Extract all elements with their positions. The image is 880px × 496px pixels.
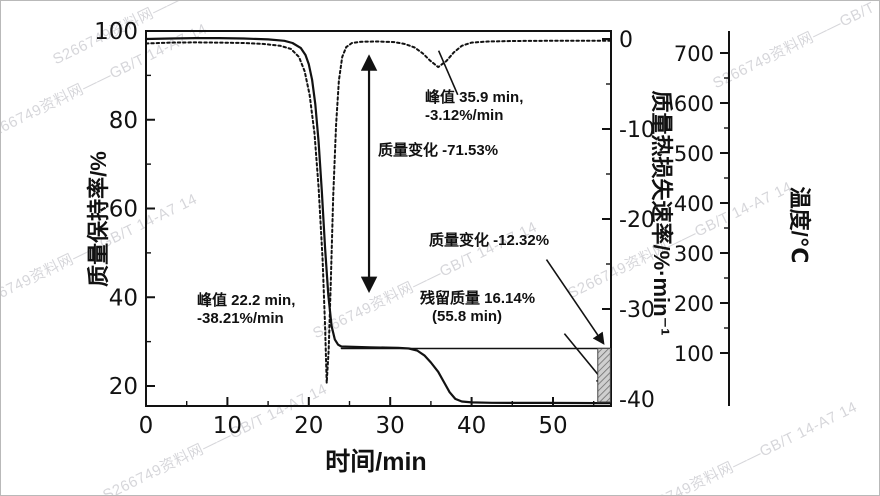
annotation-peak-35-9: 峰值 35.9 min, -3.12%/min (425, 89, 523, 125)
annotation-peak-22-2-line2: -38.21%/min (197, 310, 284, 327)
svg-text:700: 700 (674, 42, 714, 66)
svg-text:300: 300 (674, 242, 714, 266)
svg-text:400: 400 (674, 192, 714, 216)
svg-text:-20: -20 (619, 208, 655, 233)
annotation-residual-mass: 残留质量 16.14% (55.8 min) (420, 290, 535, 326)
svg-text:10: 10 (213, 413, 242, 439)
svg-text:200: 200 (674, 292, 714, 316)
svg-text:40: 40 (457, 413, 486, 439)
svg-text:30: 30 (376, 413, 405, 439)
svg-text:20: 20 (294, 413, 323, 439)
svg-text:40: 40 (109, 285, 138, 311)
x-axis-title: 时间/min (325, 448, 427, 476)
annotation-mass-change-71: 质量变化 -71.53% (378, 142, 499, 159)
left-axis-title: 质量保持率/% (86, 151, 111, 287)
svg-text:500: 500 (674, 142, 714, 166)
svg-text:50: 50 (538, 413, 567, 439)
svg-text:0: 0 (139, 413, 154, 439)
dtg-axis-title: 质量热损失速率/%·min⁻¹ (649, 90, 674, 336)
temperature-axis-title: 温度/℃ (787, 186, 812, 264)
svg-text:-10: -10 (619, 118, 655, 143)
annotation-residual-mass-line2: (55.8 min) (432, 308, 503, 325)
svg-text:-40: -40 (619, 388, 655, 413)
svg-text:100: 100 (94, 19, 138, 45)
annotation-peak-35-9-line1: 峰值 35.9 min, (425, 89, 524, 106)
svg-text:100: 100 (674, 342, 714, 366)
svg-text:600: 600 (674, 92, 714, 116)
annotation-mass-change-12: 质量变化 -12.32% (429, 232, 550, 249)
svg-text:80: 80 (109, 108, 138, 134)
svg-text:20: 20 (109, 374, 138, 400)
svg-text:-30: -30 (619, 298, 655, 323)
svg-text:0: 0 (619, 28, 633, 53)
annotation-peak-35-9-line2: -3.12%/min (425, 107, 504, 124)
annotation-peak-22-2-line1: 峰值 22.2 min, (197, 292, 296, 309)
annotation-residual-mass-line1: 残留质量 16.14% (420, 290, 536, 307)
svg-text:60: 60 (109, 197, 138, 223)
annotation-peak-22-2: 峰值 22.2 min, -38.21%/min (197, 292, 295, 328)
